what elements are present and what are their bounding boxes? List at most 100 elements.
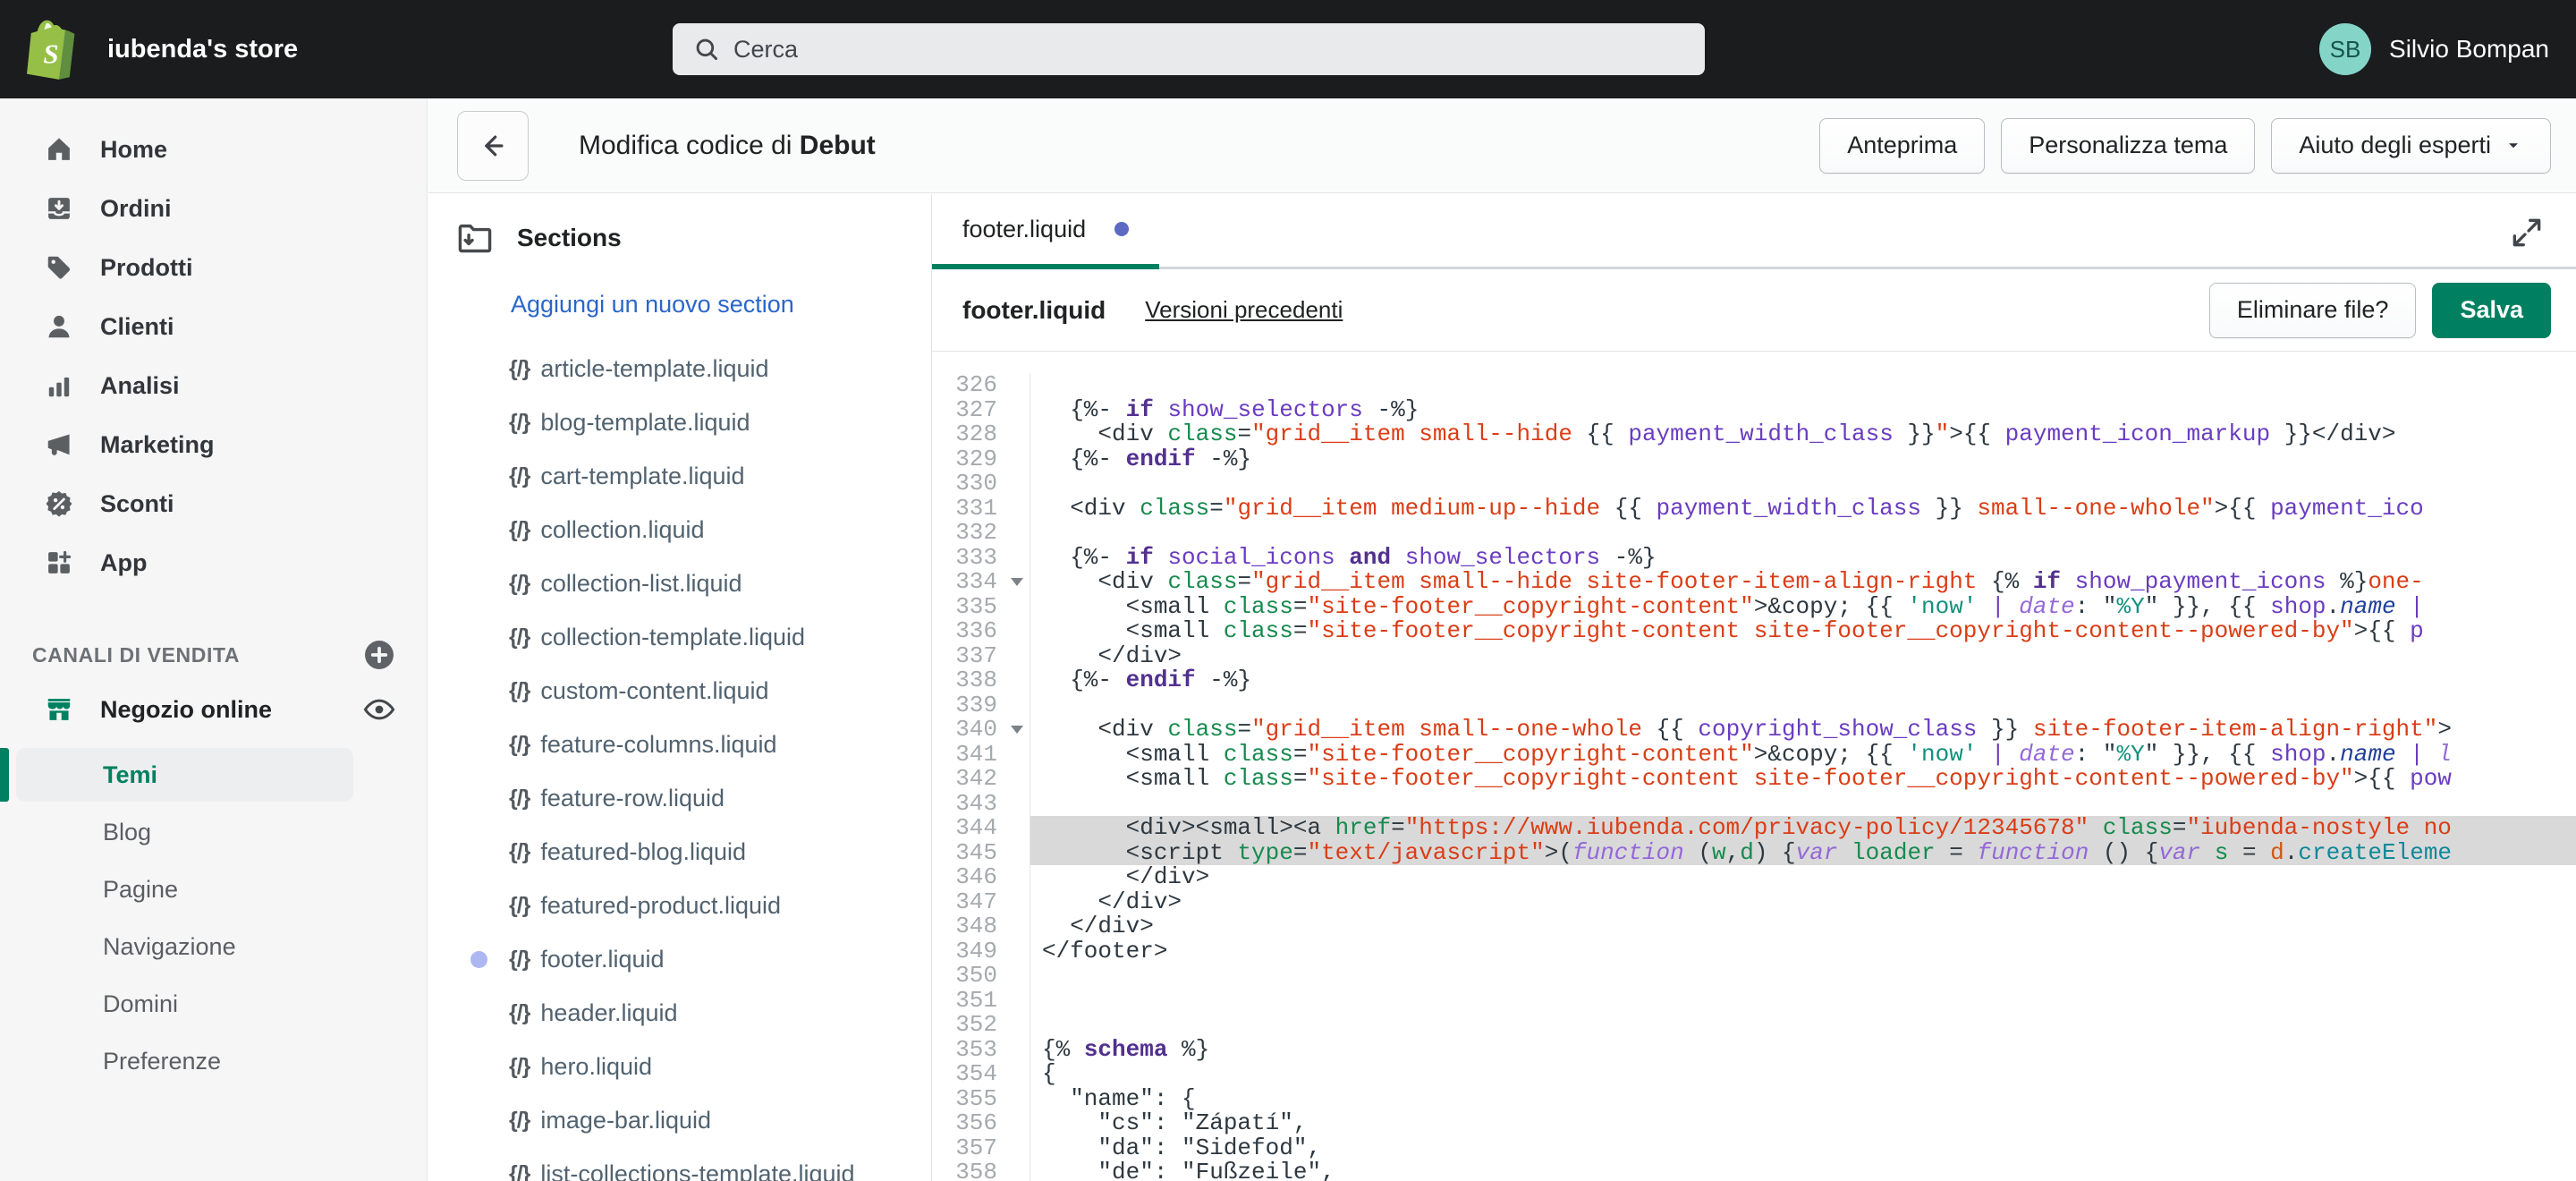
line-number: 353 xyxy=(932,1037,1030,1062)
editor-toolbar-buttons: Eliminare file? Salva xyxy=(2208,282,2551,338)
file-item-featured-product.liquid[interactable]: {/} featured-product.liquid xyxy=(428,879,931,932)
file-item-featured-blog.liquid[interactable]: {/} featured-blog.liquid xyxy=(428,825,931,879)
content-area: Sections Aggiungi un nuovo section {/} ar… xyxy=(428,194,2576,1181)
sidebar-subitem-pagine[interactable]: Pagine xyxy=(0,861,427,918)
back-button[interactable] xyxy=(457,110,529,181)
file-list: {/} article-template.liquid {/} blog-templa… xyxy=(428,342,931,1181)
liquid-file-icon: {/} xyxy=(509,355,530,381)
file-item-footer.liquid[interactable]: {/} footer.liquid xyxy=(428,932,931,986)
file-item-collection-template.liquid[interactable]: {/} collection-template.liquid xyxy=(428,610,931,664)
global-search[interactable] xyxy=(673,23,1705,75)
line-number: 349 xyxy=(932,939,1030,964)
file-item-article-template.liquid[interactable]: {/} article-template.liquid xyxy=(428,342,931,395)
sidebar-subitem-navigazione[interactable]: Navigazione xyxy=(0,918,427,975)
code-line: 344 <div><small><a href="https://www.iub… xyxy=(932,815,2576,841)
code-line-content xyxy=(1030,373,2576,398)
code-line-content xyxy=(1030,792,2576,817)
code-line: 350 xyxy=(932,963,2576,989)
svg-text:S: S xyxy=(43,38,58,70)
sidebar-subitem-temi[interactable]: Temi xyxy=(0,746,427,803)
file-item-feature-row.liquid[interactable]: {/} feature-row.liquid xyxy=(428,771,931,825)
file-item-header.liquid[interactable]: {/} header.liquid xyxy=(428,986,931,1040)
add-section-link[interactable]: Aggiungi un nuovo section xyxy=(511,291,794,318)
sidebar-item-app[interactable]: App xyxy=(0,533,427,592)
file-item-feature-columns.liquid[interactable]: {/} feature-columns.liquid xyxy=(428,718,931,771)
sidebar-subitem-label: Domini xyxy=(103,990,179,1017)
file-item-hero.liquid[interactable]: {/} hero.liquid xyxy=(428,1040,931,1093)
preview-button[interactable]: Anteprima xyxy=(1819,117,1986,174)
file-item-collection-list.liquid[interactable]: {/} collection-list.liquid xyxy=(428,557,931,610)
save-button[interactable]: Salva xyxy=(2432,282,2551,338)
code-line-content: </div> xyxy=(1042,914,1154,939)
sidebar-subitem-label: Navigazione xyxy=(103,932,236,960)
delete-file-button[interactable]: Eliminare file? xyxy=(2208,282,2417,338)
sidebar-subitem-label: Preferenze xyxy=(103,1047,222,1075)
expert-help-button[interactable]: Aiuto degli esperti xyxy=(2271,117,2551,174)
file-item-blog-template.liquid[interactable]: {/} blog-template.liquid xyxy=(428,395,931,449)
online-store-subnav: Temi Blog Pagine Navigazione Domini Preferenz… xyxy=(0,746,427,1090)
line-number: 329 xyxy=(932,446,1030,472)
sidebar-subitem-blog[interactable]: Blog xyxy=(0,803,427,861)
customize-theme-button[interactable]: Personalizza tema xyxy=(2001,117,2256,174)
sidebar-subitem-label: Pagine xyxy=(103,875,179,903)
liquid-file-icon: {/} xyxy=(509,409,530,435)
sidebar-item-prodotti[interactable]: Prodotti xyxy=(0,238,427,297)
add-channel-icon[interactable] xyxy=(362,638,396,672)
sections-folder[interactable]: Sections xyxy=(428,217,931,259)
line-number: 357 xyxy=(932,1135,1030,1160)
main-area: Modifica codice di Debut Anteprima Perso… xyxy=(428,98,2576,1181)
editor-tab-bar: footer.liquid xyxy=(932,194,2576,269)
code-line-content xyxy=(1030,989,2576,1014)
file-item-image-bar.liquid[interactable]: {/} image-bar.liquid xyxy=(428,1093,931,1147)
code-line-content: <small class="site-footer__copyright-con… xyxy=(1042,594,2424,619)
code-area[interactable]: 326 327 {%- if show_selectors -%} 328 <div… xyxy=(932,352,2576,1181)
code-line: 355 "name": { xyxy=(932,1086,2576,1111)
code-line: 336 <small class="site-footer__copyright… xyxy=(932,618,2576,644)
file-item-collection.liquid[interactable]: {/} collection.liquid xyxy=(428,503,931,557)
shopify-logo-icon[interactable]: S xyxy=(23,13,86,85)
liquid-file-icon: {/} xyxy=(509,570,530,596)
sidebar-item-marketing[interactable]: Marketing xyxy=(0,415,427,474)
liquid-file-icon: {/} xyxy=(509,463,530,489)
sidebar-item-sconti[interactable]: Sconti xyxy=(0,474,427,533)
page-title: Modifica codice di Debut xyxy=(579,130,876,160)
line-number: 339 xyxy=(932,692,1030,718)
tab-footer-liquid[interactable]: footer.liquid xyxy=(932,194,1160,269)
code-line-content: </div> xyxy=(1042,643,1182,668)
file-name: collection-list.liquid xyxy=(540,569,742,597)
line-number: 332 xyxy=(932,520,1030,546)
sidebar-item-online-store[interactable]: Negozio online xyxy=(0,680,427,739)
user-menu[interactable]: SB Silvio Bompan xyxy=(2319,0,2549,98)
sidebar-subitem-preferenze[interactable]: Preferenze xyxy=(0,1032,427,1090)
fold-caret-icon[interactable] xyxy=(1011,578,1023,586)
page-header: Modifica codice di Debut Anteprima Perso… xyxy=(428,98,2576,193)
sidebar-subitem-domini[interactable]: Domini xyxy=(0,975,427,1032)
search-input[interactable] xyxy=(733,35,1538,64)
file-item-custom-content.liquid[interactable]: {/} custom-content.liquid xyxy=(428,664,931,718)
avatar: SB xyxy=(2319,23,2372,75)
sidebar-item-clienti[interactable]: Clienti xyxy=(0,297,427,356)
fold-caret-icon[interactable] xyxy=(1011,726,1023,734)
code-line: 341 <small class="site-footer__copyright… xyxy=(932,742,2576,767)
sidebar-item-ordini[interactable]: Ordini xyxy=(0,179,427,238)
liquid-file-icon: {/} xyxy=(509,624,530,650)
file-item-cart-template.liquid[interactable]: {/} cart-template.liquid xyxy=(428,449,931,503)
expand-editor-button[interactable] xyxy=(2506,212,2547,253)
liquid-file-icon: {/} xyxy=(509,785,530,811)
code-line: 358 "de": "Fußzeile", xyxy=(932,1160,2576,1181)
code-line: 328 <div class="grid__item small--hide {… xyxy=(932,421,2576,447)
previous-versions-link[interactable]: Versioni precedenti xyxy=(1145,296,1343,323)
code-line-content: <small class="site-footer__copyright-con… xyxy=(1042,742,2453,767)
code-line-content: "da": "Sidefod", xyxy=(1042,1135,1322,1160)
file-item-list-collections-template.liquid[interactable]: {/} list-collections-template.liquid xyxy=(428,1147,931,1181)
code-line: 343 xyxy=(932,791,2576,817)
code-line: 326 xyxy=(932,372,2576,398)
sidebar-subitem-label: Temi xyxy=(103,760,158,788)
products-icon xyxy=(43,251,75,284)
file-tree-panel: Sections Aggiungi un nuovo section {/} ar… xyxy=(428,194,932,1181)
code-line: 331 <div class="grid__item medium-up--hi… xyxy=(932,496,2576,521)
file-name: custom-content.liquid xyxy=(540,676,769,704)
sidebar-item-home[interactable]: Home xyxy=(0,120,427,179)
view-store-eye-icon[interactable] xyxy=(362,692,396,726)
sidebar-item-analisi[interactable]: Analisi xyxy=(0,356,427,415)
